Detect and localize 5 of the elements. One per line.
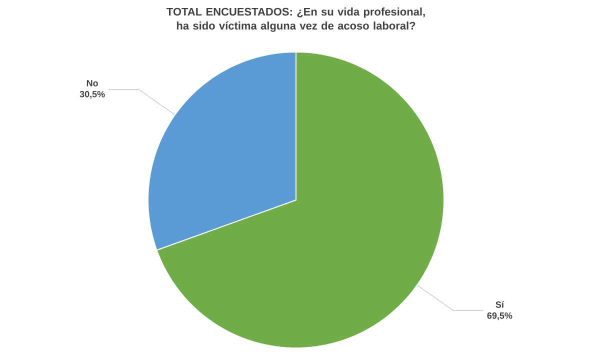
data-label: 69,5% [487,312,512,320]
data-label: 30,5% [80,90,105,99]
slice-label: Sí [496,301,504,308]
chart-title: TOTAL ENCUESTADOS: ¿En su vida profesional, ha sido víctima alguna vez de acoso laboral? [166,8,425,32]
slice-label: No [86,80,98,86]
